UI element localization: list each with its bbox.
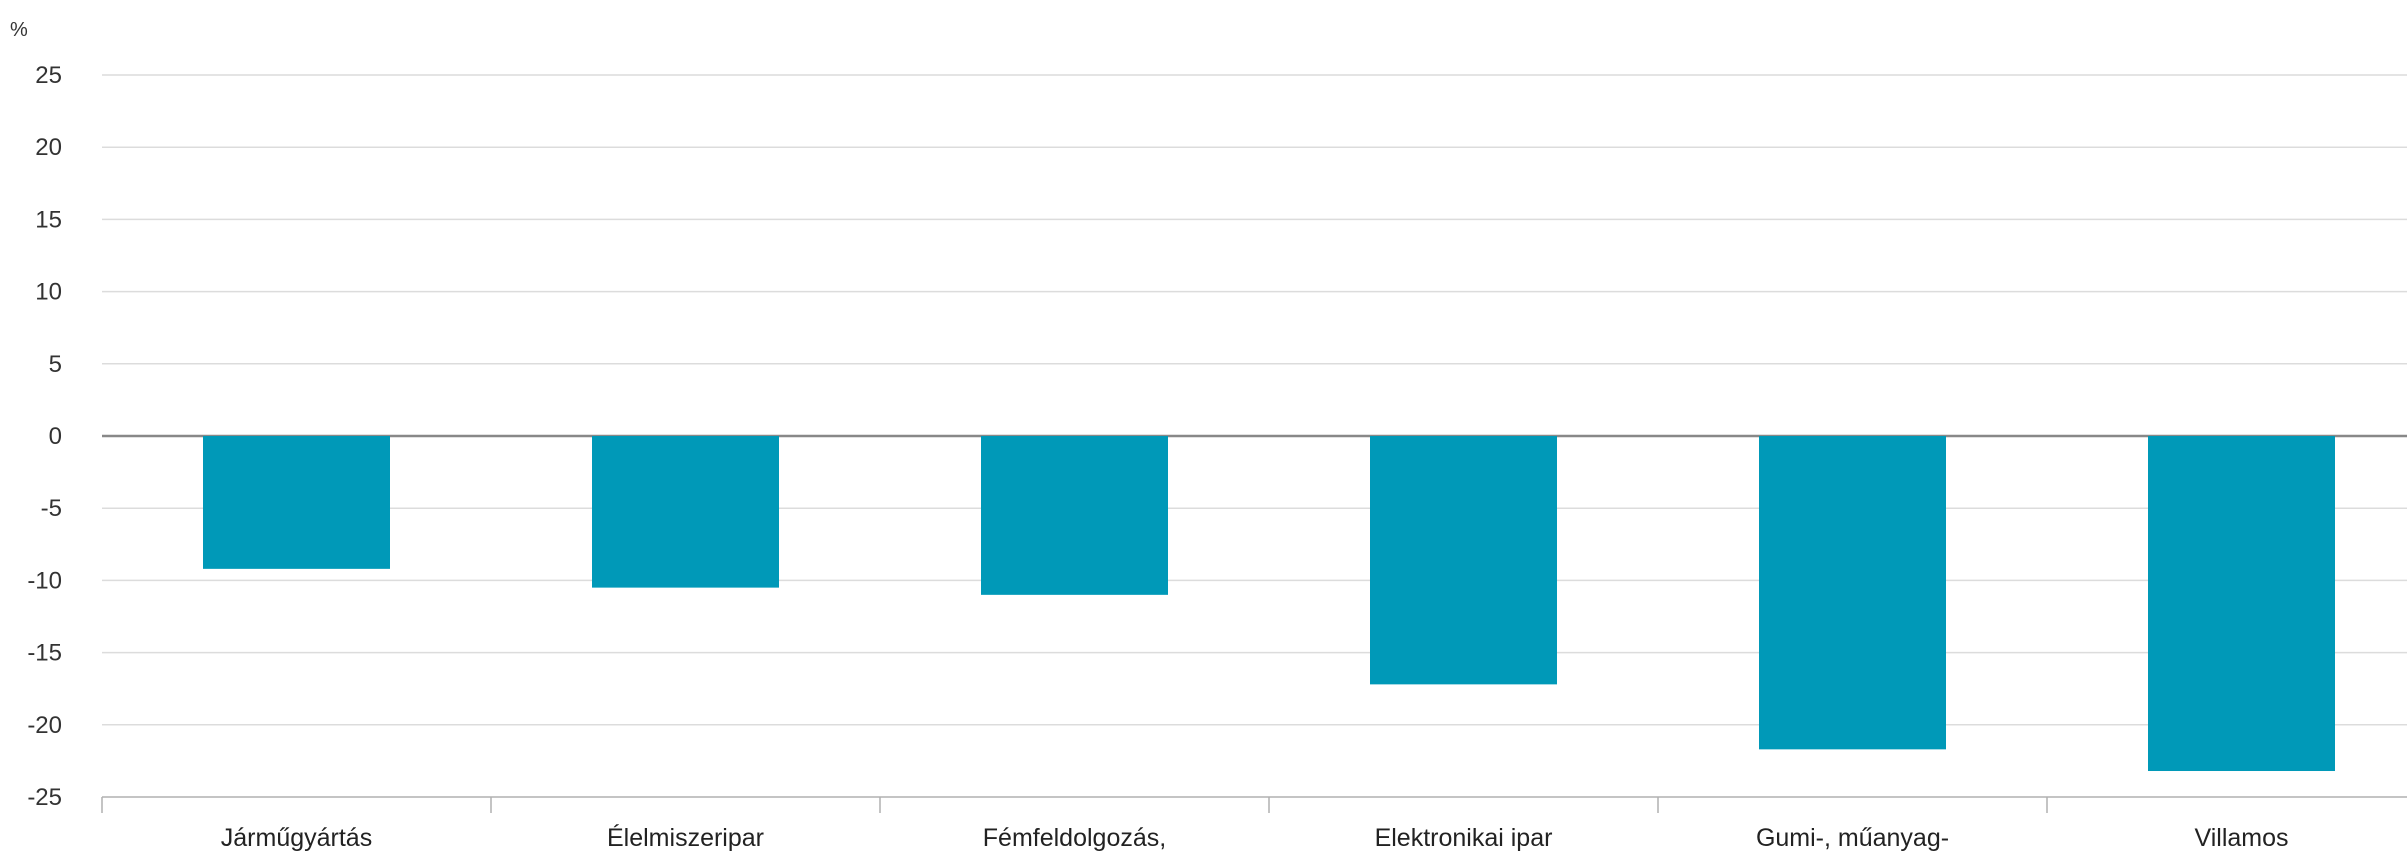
y-tick-label: -5	[41, 495, 62, 522]
bar	[1370, 436, 1557, 685]
y-tick-label: 10	[35, 279, 62, 306]
bar	[592, 436, 779, 588]
bar	[2148, 436, 2335, 772]
y-tick-label: -15	[27, 640, 62, 667]
y-tick-label: 25	[35, 62, 62, 89]
x-axis-category-labels: Járműgyártás Élelmiszeripar Fémfeldolgozás…	[221, 823, 2289, 852]
x-axis	[101, 796, 2407, 813]
y-tick-label: 20	[35, 134, 62, 161]
bars	[203, 436, 2335, 772]
x-category-label: Élelmiszeripar	[607, 823, 764, 852]
x-category-label: Elektronikai ipar	[1375, 824, 1553, 852]
y-tick-label: -20	[27, 712, 62, 739]
bar	[1759, 436, 1946, 750]
y-tick-label: 5	[49, 351, 62, 378]
y-tick-label: 0	[49, 423, 62, 450]
y-tick-label: 15	[35, 206, 62, 233]
y-axis-unit-label: %	[10, 19, 28, 41]
grid-lines	[102, 74, 2407, 726]
x-category-label: Fémfeldolgozás,	[983, 824, 1166, 852]
x-category-label: Járműgyártás	[221, 824, 372, 852]
bar	[203, 436, 390, 569]
bar	[981, 436, 1168, 595]
x-category-label: Villamos	[2194, 824, 2288, 852]
y-axis-tick-labels: 25 20 15 10 5 0 -5 -10 -15 -20 -25	[27, 62, 62, 811]
y-tick-label: -25	[27, 784, 62, 811]
x-category-label: Gumi-, műanyag-	[1756, 824, 1949, 852]
y-tick-label: -10	[27, 567, 62, 594]
